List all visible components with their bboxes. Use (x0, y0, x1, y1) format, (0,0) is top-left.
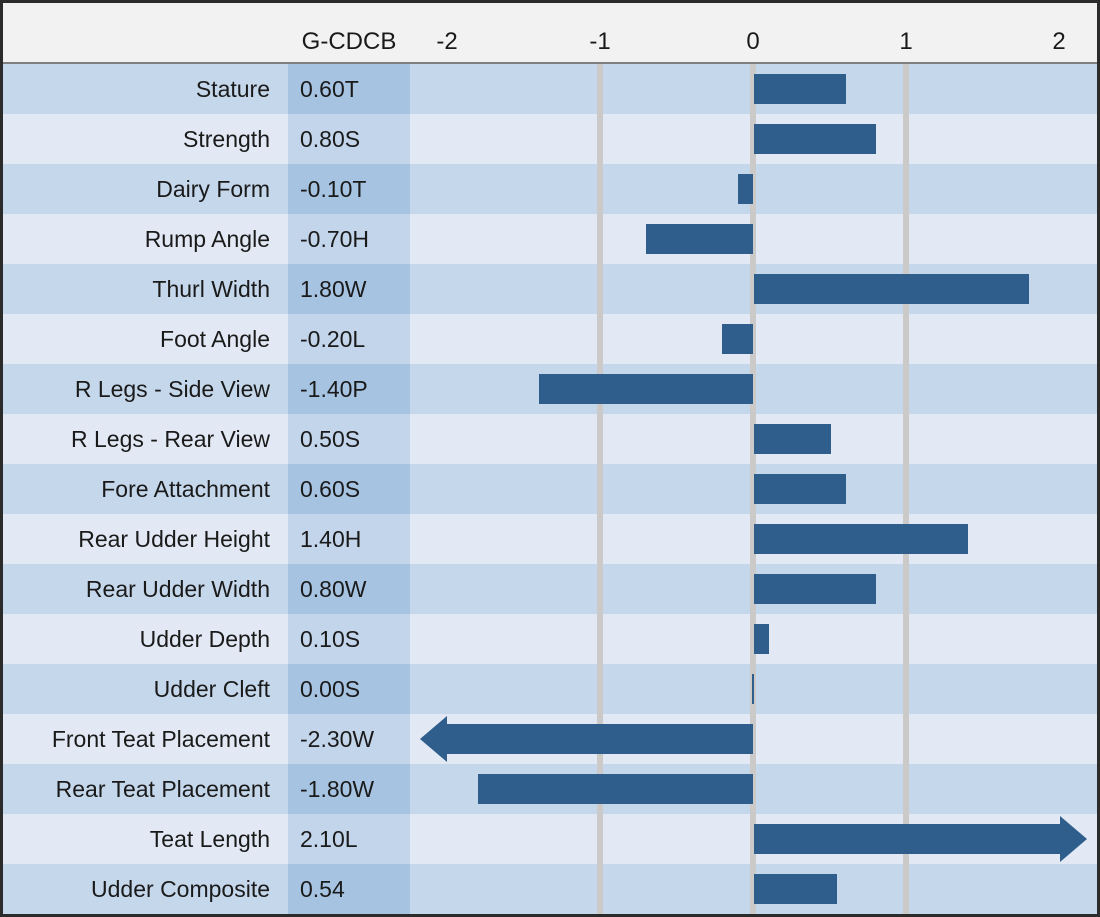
bar-track (410, 564, 1097, 614)
trait-bar (737, 174, 753, 204)
table-row: Fore Attachment 0.60S (3, 464, 1097, 514)
bar-track (410, 214, 1097, 264)
trait-value: 2.10L (288, 814, 410, 864)
axis-tick-label: 0 (746, 28, 760, 55)
bar-track (410, 764, 1097, 814)
trait-value: 0.54 (288, 864, 410, 914)
trait-bar (538, 374, 753, 404)
trait-value: 0.60S (288, 464, 410, 514)
axis-tick-label: 2 (1052, 28, 1066, 55)
trait-value: -1.40P (288, 364, 410, 414)
table-row: Udder Depth 0.10S (3, 614, 1097, 664)
table-row: Strength 0.80S (3, 114, 1097, 164)
table-row: Stature 0.60T (3, 64, 1097, 114)
table-row: Front Teat Placement -2.30W (3, 714, 1097, 764)
table-row: Foot Angle -0.20L (3, 314, 1097, 364)
table-row: R Legs - Side View -1.40P (3, 364, 1097, 414)
trait-bar (722, 324, 753, 354)
table-row: Udder Cleft 0.00S (3, 664, 1097, 714)
trait-bar (752, 674, 754, 704)
trait-label: Fore Attachment (3, 464, 288, 514)
trait-value: 0.80S (288, 114, 410, 164)
trait-value: 0.60T (288, 64, 410, 114)
trait-bar (754, 74, 846, 104)
trait-label: Rear Teat Placement (3, 764, 288, 814)
bar-track (410, 414, 1097, 464)
trait-label: Foot Angle (3, 314, 288, 364)
trait-bar (754, 524, 969, 554)
bar-track (410, 714, 1097, 764)
bar-track (410, 114, 1097, 164)
value-column-header: G-CDCB (301, 28, 397, 55)
bar-track (410, 364, 1097, 414)
axis-tick-label: 1 (899, 28, 913, 55)
overflow-arrowhead-left (420, 716, 447, 762)
bar-track (410, 314, 1097, 364)
bar-track (410, 814, 1097, 864)
bar-track (410, 64, 1097, 114)
trait-label: Teat Length (3, 814, 288, 864)
rows-layer: Stature 0.60T Strength 0.80S Dairy Form -0.10… (3, 64, 1097, 914)
trait-label: Rear Udder Width (3, 564, 288, 614)
trait-value: -0.70H (288, 214, 410, 264)
trait-bar (447, 724, 753, 754)
trait-label: Udder Composite (3, 864, 288, 914)
table-row: Rear Teat Placement -1.80W (3, 764, 1097, 814)
bar-track (410, 264, 1097, 314)
trait-value: -0.20L (288, 314, 410, 364)
trait-value: 1.40H (288, 514, 410, 564)
chart-body: Stature 0.60T Strength 0.80S Dairy Form -0.10… (3, 64, 1097, 914)
chart-header: G-CDCB -2 -1 0 1 2 (3, 3, 1097, 64)
trait-label: Stature (3, 64, 288, 114)
table-row: Dairy Form -0.10T (3, 164, 1097, 214)
trait-value: 0.80W (288, 564, 410, 614)
trait-value: 0.00S (288, 664, 410, 714)
table-row: Teat Length 2.10L (3, 814, 1097, 864)
trait-bar (645, 224, 753, 254)
trait-value: -1.80W (288, 764, 410, 814)
trait-label: Rear Udder Height (3, 514, 288, 564)
bar-track (410, 514, 1097, 564)
trait-bar (754, 574, 877, 604)
bar-track (410, 664, 1097, 714)
table-row: Rear Udder Height 1.40H (3, 514, 1097, 564)
trait-label: Thurl Width (3, 264, 288, 314)
table-row: Rump Angle -0.70H (3, 214, 1097, 264)
overflow-arrowhead-right (1060, 816, 1087, 862)
trait-label: Front Teat Placement (3, 714, 288, 764)
trait-bar (754, 274, 1030, 304)
table-row: Udder Composite 0.54 (3, 864, 1097, 914)
trait-label: R Legs - Rear View (3, 414, 288, 464)
table-row: Thurl Width 1.80W (3, 264, 1097, 314)
trait-label: Strength (3, 114, 288, 164)
bar-track (410, 614, 1097, 664)
axis-tick-label: -1 (589, 28, 611, 55)
trait-label: R Legs - Side View (3, 364, 288, 414)
trait-value: 0.10S (288, 614, 410, 664)
trait-value: -0.10T (288, 164, 410, 214)
bar-track (410, 164, 1097, 214)
trait-bar (754, 424, 831, 454)
bar-track (410, 464, 1097, 514)
trait-value: 0.50S (288, 414, 410, 464)
trait-bar (477, 774, 753, 804)
axis-tick-label: -2 (436, 28, 458, 55)
trait-bar (754, 124, 877, 154)
trait-value: -2.30W (288, 714, 410, 764)
trait-label: Rump Angle (3, 214, 288, 264)
trait-bar (754, 874, 837, 904)
trait-bar (754, 824, 1060, 854)
trait-label: Udder Depth (3, 614, 288, 664)
trait-label: Dairy Form (3, 164, 288, 214)
bar-track (410, 864, 1097, 914)
trait-label: Udder Cleft (3, 664, 288, 714)
table-row: R Legs - Rear View 0.50S (3, 414, 1097, 464)
trait-bar (754, 624, 770, 654)
table-row: Rear Udder Width 0.80W (3, 564, 1097, 614)
trait-value: 1.80W (288, 264, 410, 314)
trait-bar (754, 474, 846, 504)
